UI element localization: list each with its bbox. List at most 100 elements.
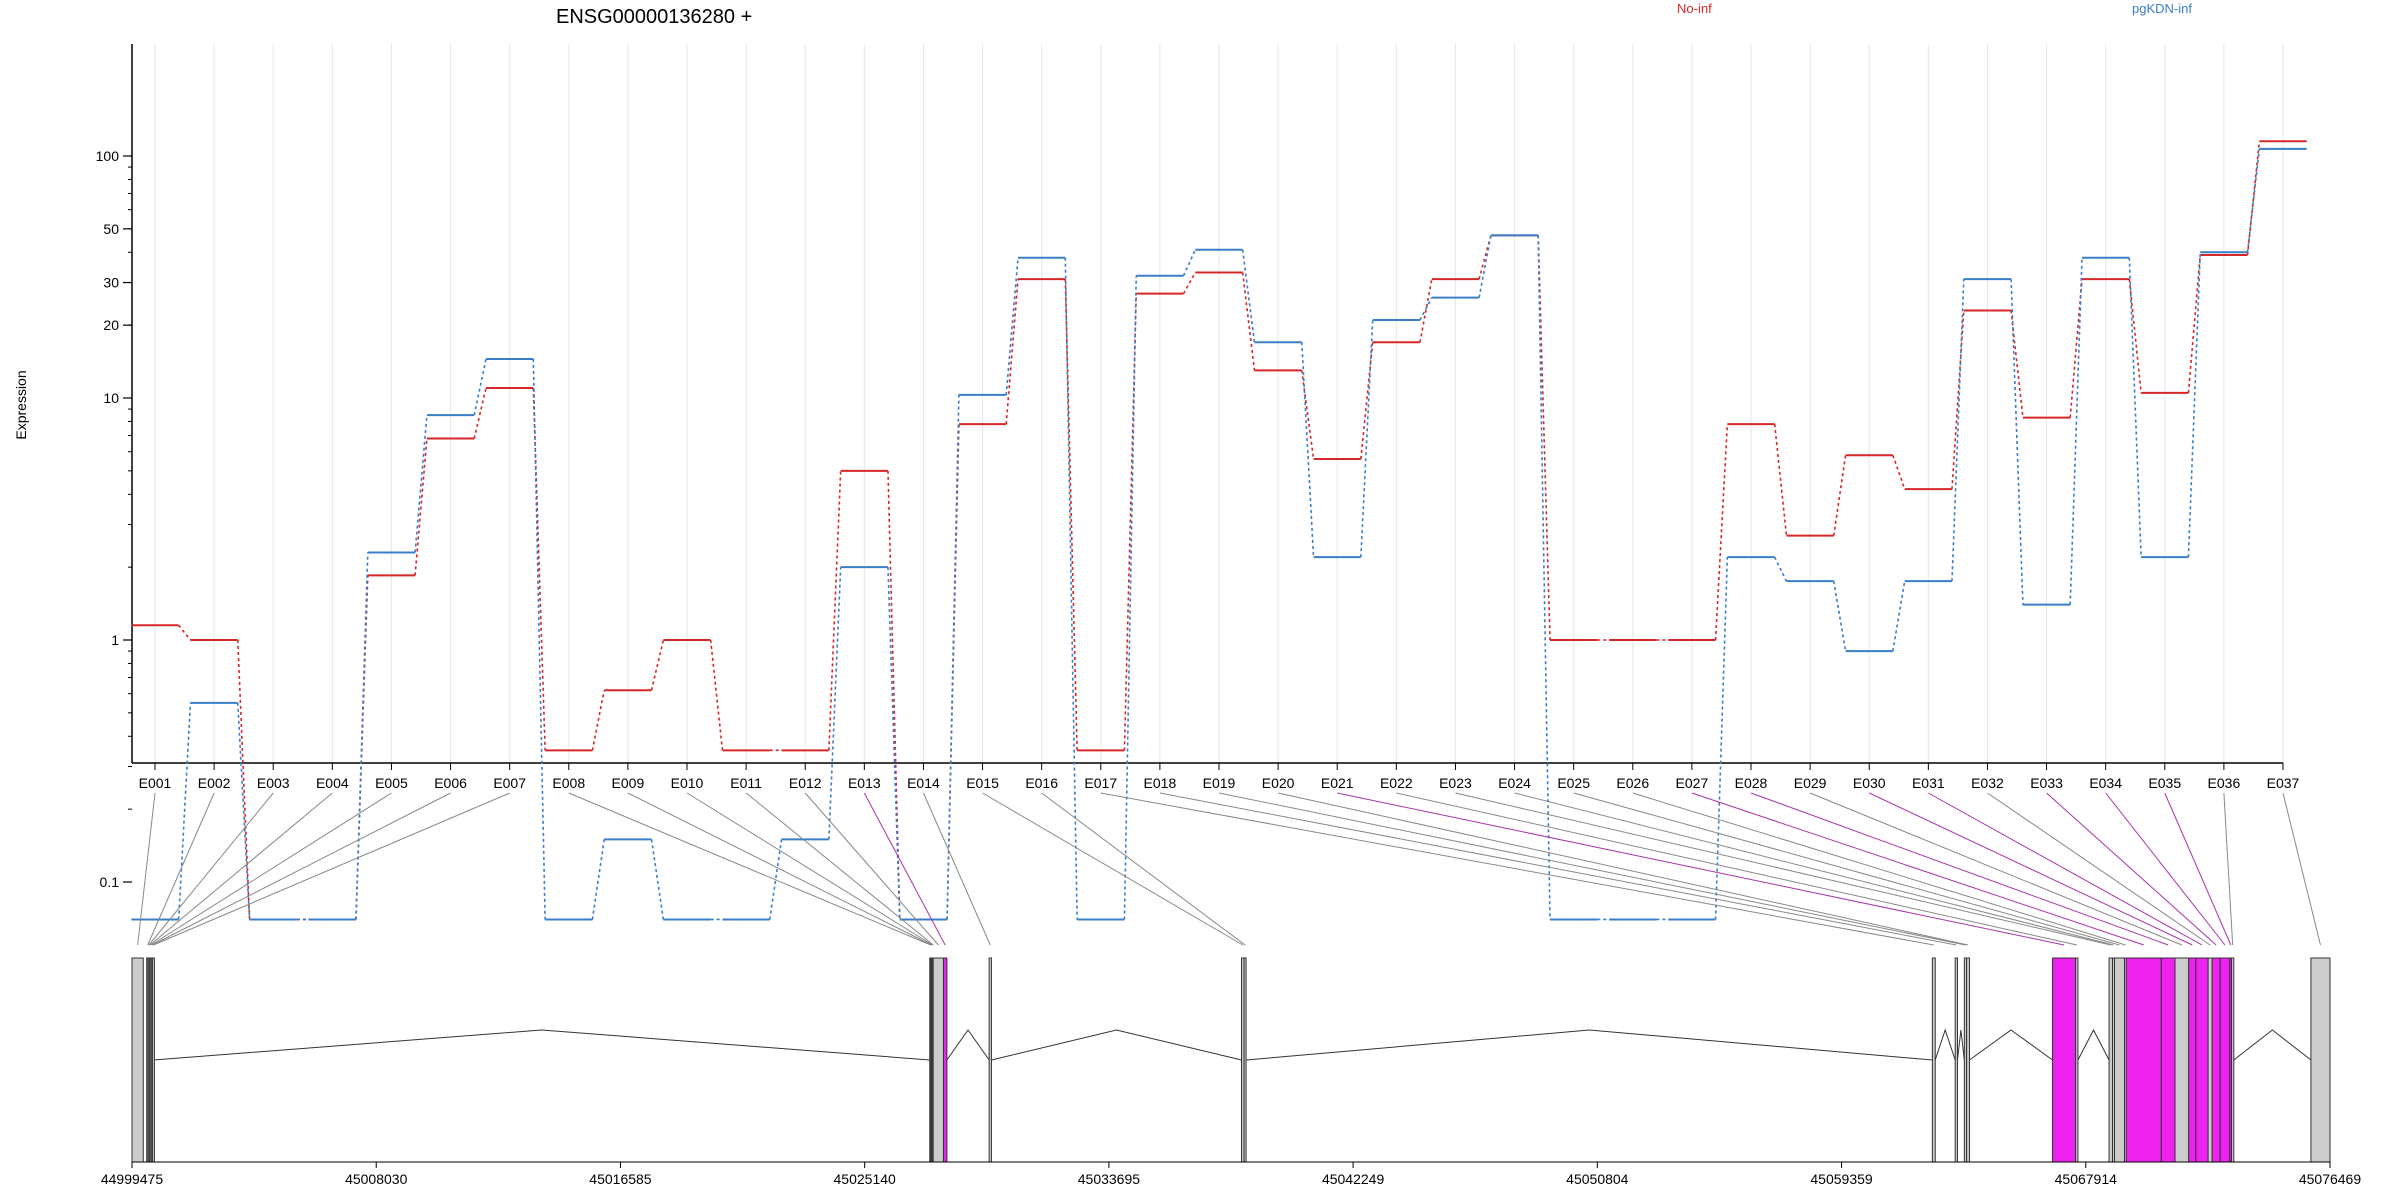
series-connector — [1892, 581, 1906, 652]
exon-e012 — [932, 957, 944, 1163]
exon-e036 — [2231, 957, 2235, 1163]
series-connector — [1714, 424, 1729, 641]
exon-e021 — [2052, 957, 2077, 1163]
genomic-tick-label: 45025140 — [834, 1171, 897, 1187]
connector-e034 — [2105, 792, 2226, 946]
connector-e015 — [982, 792, 1244, 946]
connector-e033 — [2046, 792, 2217, 946]
x-axis: E001 E002 E003 E004 E005 E006 E007 E008 E009 E010… — [132, 762, 2300, 791]
x-tick-label: E008 — [552, 775, 585, 791]
series-connector — [650, 639, 665, 691]
series-connector — [1478, 235, 1492, 298]
connector-e010 — [686, 792, 933, 946]
intron-line — [946, 1029, 990, 1061]
series-connector — [1951, 310, 1965, 490]
exon-e032 — [2207, 957, 2213, 1163]
series-connector — [1005, 257, 1019, 395]
intron-line — [2077, 1028, 2110, 1061]
genomic-axis: 44999475 45008030 45016585 45025140 45033695… — [101, 1161, 2361, 1187]
connector-e026 — [1632, 792, 2126, 946]
genomic-tick-label: 45067914 — [2055, 1171, 2118, 1187]
connector-e036 — [2223, 792, 2234, 946]
x-tick-label: E027 — [1676, 775, 1709, 791]
x-tick-label: E012 — [789, 775, 822, 791]
genomic-tick-label: 44999475 — [101, 1171, 164, 1187]
series-connector — [1419, 297, 1433, 321]
x-tick-label: E033 — [2030, 775, 2063, 791]
x-tick-label: E003 — [257, 775, 290, 791]
series-connector — [709, 639, 724, 751]
connector-e037 — [2282, 792, 2321, 946]
x-tick-label: E021 — [1321, 775, 1354, 791]
x-tick-label: E025 — [1557, 775, 1590, 791]
legend-item-no-inf: No-inf — [1677, 1, 1712, 16]
series-connector — [650, 839, 665, 920]
intron-line — [153, 1029, 930, 1061]
connector-e003 — [148, 792, 274, 946]
genomic-tick-label: 45042249 — [1322, 1171, 1385, 1187]
exon-e029 — [2174, 957, 2190, 1163]
exon-e007 — [151, 957, 155, 1163]
series-connector — [2010, 279, 2024, 605]
x-tick-label: E030 — [1853, 775, 1886, 791]
series-connector — [887, 567, 901, 920]
intron-line — [991, 1029, 1242, 1061]
series-connector — [1360, 342, 1374, 460]
connector-e016 — [1041, 792, 1246, 946]
connector-e029 — [1809, 792, 2183, 946]
connector-e004 — [149, 792, 333, 946]
x-tick-label: E017 — [1084, 775, 1117, 791]
x-tick-label: E016 — [1025, 775, 1058, 791]
x-tick-label: E009 — [612, 775, 645, 791]
x-tick-label: E002 — [198, 775, 231, 791]
y-tick-label: 10 — [103, 390, 119, 406]
exon-connectors — [137, 792, 2321, 946]
connector-e001 — [137, 792, 156, 946]
connector-e022 — [1396, 792, 2077, 946]
genomic-tick-label: 45016585 — [589, 1171, 652, 1187]
y-tick-label: 20 — [103, 317, 119, 333]
exon-e016 — [1243, 957, 1247, 1163]
plot-grid — [154, 44, 2284, 763]
connector-e035 — [2164, 792, 2232, 946]
x-tick-label: E013 — [848, 775, 881, 791]
series-connector — [2246, 141, 2261, 256]
series-connector — [1714, 557, 1729, 920]
exon-e023 — [2108, 957, 2113, 1163]
series-connector — [236, 702, 251, 920]
series-connector — [177, 702, 192, 920]
x-tick-label: E026 — [1616, 775, 1649, 791]
exon-e030 — [2188, 957, 2197, 1163]
exon-e013 — [942, 957, 948, 1163]
connector-e008 — [568, 792, 931, 946]
series-connector — [2128, 279, 2142, 393]
genomic-tick-label: 45008030 — [345, 1171, 408, 1187]
genomic-tick-label: 45033695 — [1078, 1171, 1141, 1187]
x-tick-label: E032 — [1971, 775, 2004, 791]
series-connector — [591, 690, 606, 751]
series-connector — [1773, 556, 1788, 582]
y-axis: 0.1 1 10 20 30 50 100 — [96, 44, 133, 890]
series-layer — [131, 140, 2307, 921]
series-connector — [1241, 272, 1256, 371]
x-tick-label: E006 — [434, 775, 467, 791]
connector-e011 — [745, 792, 934, 946]
series-connector — [473, 358, 487, 416]
y-tick-label: 100 — [96, 148, 120, 164]
series-connector — [1005, 279, 1019, 425]
x-tick-label: E031 — [1912, 775, 1945, 791]
connector-e032 — [1987, 792, 2211, 946]
connector-e027 — [1691, 792, 2144, 946]
exon-e020 — [1966, 957, 1970, 1163]
x-tick-label: E022 — [1380, 775, 1413, 791]
connector-e024 — [1514, 792, 2114, 946]
series-connector — [2246, 148, 2261, 253]
genomic-tick-label: 45059359 — [1810, 1171, 1873, 1187]
connector-e017 — [1100, 792, 1934, 946]
x-tick-label: E011 — [730, 775, 762, 791]
chart-title: ENSG00000136280 + — [556, 6, 752, 28]
connector-e019 — [1218, 792, 1966, 946]
connector-e012 — [804, 792, 939, 946]
intron-line — [1956, 1029, 1965, 1061]
